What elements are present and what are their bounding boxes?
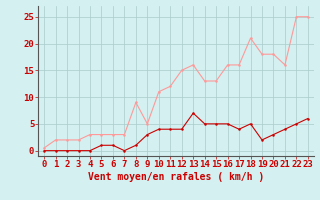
X-axis label: Vent moyen/en rafales ( km/h ): Vent moyen/en rafales ( km/h ) (88, 172, 264, 182)
